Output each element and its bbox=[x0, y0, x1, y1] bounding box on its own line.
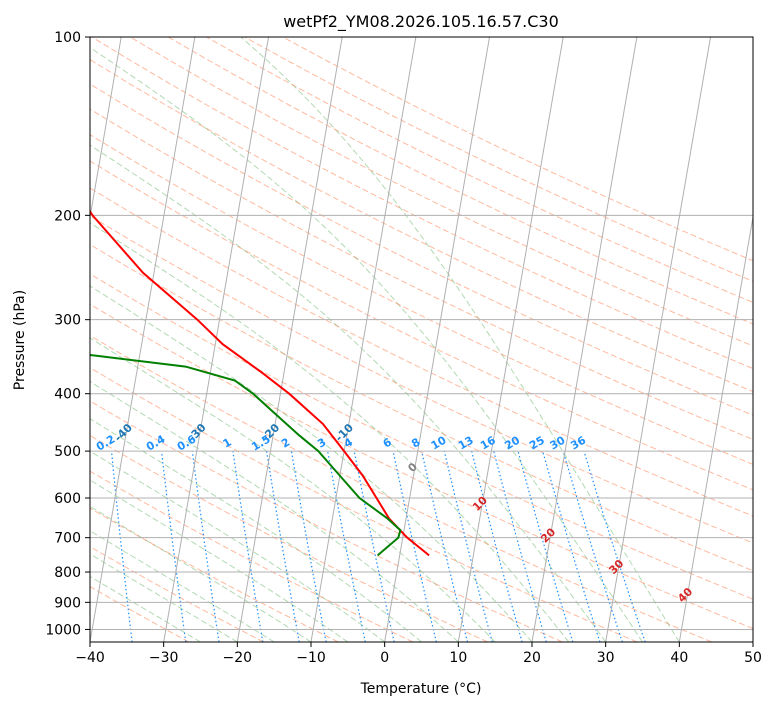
isotherm-line bbox=[90, 37, 122, 220]
moist-adiabat bbox=[90, 46, 643, 642]
y-tick-label: 400 bbox=[54, 387, 81, 403]
moist-adiabat bbox=[90, 285, 533, 642]
moist-adiabat bbox=[90, 575, 201, 642]
dry-adiabat bbox=[90, 585, 190, 642]
isotherm-line bbox=[457, 37, 564, 642]
x-tick-label: 10 bbox=[449, 650, 467, 666]
y-tick-label: 1000 bbox=[45, 622, 81, 638]
mixing-ratio-line bbox=[562, 450, 623, 642]
mixing-ratio-line bbox=[232, 451, 264, 642]
y-tick-label: 700 bbox=[54, 531, 81, 547]
x-tick-label: 50 bbox=[744, 650, 762, 666]
dewpoint-profile bbox=[90, 354, 402, 557]
isotherm-line bbox=[90, 37, 196, 642]
dry-adiabat bbox=[90, 400, 563, 642]
dry-adiabat bbox=[90, 134, 753, 465]
chart-title: wetPf2_YM08.2026.105.16.57.C30 bbox=[283, 12, 559, 32]
moist-adiabat bbox=[90, 553, 238, 642]
plot-area: -100-90-80-70-60-50-40-30-20-100.10.20.4… bbox=[90, 37, 753, 642]
moist-adiabat bbox=[90, 144, 607, 642]
isotherm-line bbox=[531, 37, 638, 642]
dry-adiabat bbox=[90, 215, 753, 544]
y-tick-label: 600 bbox=[54, 491, 81, 507]
plot-frame bbox=[89, 36, 754, 643]
x-axis-label: Temperature (°C) bbox=[360, 681, 482, 697]
moist-adiabat bbox=[90, 222, 570, 642]
y-tick-label: 800 bbox=[54, 565, 81, 581]
isotherm-lines bbox=[90, 37, 753, 642]
y-axis-label: Pressure (hPa) bbox=[12, 290, 28, 390]
moist-adiabat bbox=[90, 418, 422, 642]
dry-adiabat bbox=[90, 59, 753, 393]
mixing-ratio-line bbox=[327, 450, 366, 642]
moist-adiabat bbox=[90, 479, 349, 642]
isotherm-line bbox=[678, 214, 753, 642]
mixing-ratio-line bbox=[517, 450, 574, 642]
y-tick-label: 500 bbox=[54, 444, 81, 460]
dry-adiabat bbox=[90, 434, 488, 642]
x-tick-label: 30 bbox=[597, 650, 615, 666]
dry-adiabat bbox=[167, 37, 753, 325]
x-tick-label: −30 bbox=[149, 650, 179, 666]
y-tick-label: 900 bbox=[54, 595, 81, 611]
x-tick-label: −20 bbox=[223, 650, 253, 666]
dry-adiabat bbox=[90, 507, 339, 642]
x-axis-ticks: −40 −30 −20 −10 0 10 20 30 40 50 bbox=[75, 642, 762, 666]
moist-adiabat bbox=[90, 450, 385, 642]
moist-adiabat bbox=[90, 337, 496, 642]
dry-adiabat bbox=[90, 160, 753, 491]
mixing-ratio-line bbox=[160, 451, 187, 642]
x-tick-label: 40 bbox=[670, 650, 688, 666]
y-tick-label: 300 bbox=[54, 313, 81, 329]
dry-adiabat bbox=[90, 243, 753, 572]
profiles bbox=[90, 209, 430, 557]
y-tick-label: 200 bbox=[54, 208, 81, 224]
mixing-ratio-line bbox=[421, 450, 469, 642]
isotherm-line bbox=[384, 37, 491, 642]
mixing-ratio-line bbox=[392, 450, 437, 642]
dry-adiabat bbox=[90, 367, 638, 642]
x-tick-label: 20 bbox=[523, 650, 541, 666]
dry-adiabat bbox=[90, 303, 753, 630]
dry-adiabat bbox=[90, 83, 753, 416]
mixing-ratio-line bbox=[191, 451, 220, 642]
x-tick-label: −10 bbox=[296, 650, 326, 666]
grid-lines bbox=[90, 37, 753, 630]
mixing-ratio-line bbox=[583, 450, 646, 642]
mixing-ratio-line bbox=[493, 450, 547, 642]
moist-adiabat bbox=[90, 380, 459, 642]
isotherm-line bbox=[163, 37, 270, 642]
x-tick-label: −40 bbox=[75, 650, 105, 666]
isotherm-line bbox=[310, 37, 417, 642]
mixing-ratio-line bbox=[471, 450, 523, 642]
y-axis-ticks: 100 200 300 400 500 600 700 800 900 1000 bbox=[45, 30, 90, 638]
temperature-profile bbox=[90, 209, 430, 557]
mixing-ratio-line bbox=[542, 450, 601, 642]
x-tick-label: 0 bbox=[380, 650, 389, 666]
dry-adiabat bbox=[90, 108, 753, 441]
dry-adiabat bbox=[91, 37, 753, 370]
isotherm-line bbox=[236, 37, 343, 642]
y-tick-label: 100 bbox=[54, 30, 81, 46]
dry-adiabat bbox=[90, 273, 753, 600]
isotherm-line bbox=[605, 37, 712, 642]
